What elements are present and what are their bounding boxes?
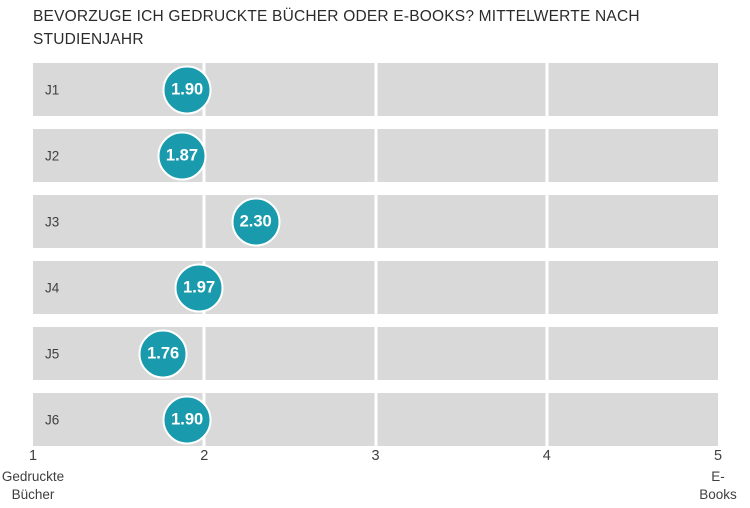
gridline [374,327,377,380]
gridline [545,393,549,446]
gridline [374,129,377,182]
gridline [202,195,206,248]
x-axis-tick-label: 1 [28,448,38,464]
axis-label-right: E-Books [699,469,737,502]
data-point-marker: 1.97 [174,263,224,312]
gridline [374,63,377,116]
chart-title-line2: STUDIENJAHR [33,31,144,48]
category-label: J3 [45,214,60,229]
chart-row-j2: J2 1.87 [33,129,718,182]
chart-row-j4: J4 1.97 [33,261,718,314]
data-point-marker: 1.87 [157,131,207,180]
gridline [545,195,549,248]
x-axis-tick-label: 5 [713,448,723,464]
x-axis: 1 2 3 4 5 [29,448,722,466]
gridline [374,195,377,248]
data-point-marker: 2.30 [231,197,281,246]
gridline [545,327,549,380]
data-point-marker: 1.76 [138,329,188,378]
axis-label-left-line2: Bücher [11,487,55,502]
chart-title-line1: BEVORZUGE ICH GEDRUCKTE BÜCHER ODER E-BO… [33,8,640,25]
gridline [545,261,549,314]
chart-row-j6: J6 1.90 [33,393,718,446]
gridline [374,261,377,314]
gridline [545,129,549,182]
x-axis-tick-label: 4 [542,448,551,464]
axis-label-left-line1: Gedruckte [1,469,65,484]
data-point-marker: 1.90 [162,65,212,114]
gridline [374,393,377,446]
plot-area: J1 1.90 J2 1.87 J3 2.30 J4 1.97 J5 1.76 J6 1.90 [33,63,718,459]
gridline [545,63,549,116]
category-label: J2 [45,148,60,163]
chart-title: BEVORZUGE ICH GEDRUCKTE BÜCHER ODER E-BO… [33,5,640,51]
chart-row-j1: J1 1.90 [33,63,718,116]
category-label: J4 [45,280,60,295]
chart-row-j3: J3 2.30 [33,195,718,248]
category-label: J6 [45,412,60,427]
gridline [202,327,206,380]
chart-row-j5: J5 1.76 [33,327,718,380]
category-label: J5 [45,346,60,361]
data-point-marker: 1.90 [162,395,212,444]
category-label: J1 [45,82,60,97]
axis-label-left: Gedruckte Bücher [2,468,64,504]
x-axis-tick-label: 2 [200,448,209,464]
x-axis-tick-label: 3 [371,448,380,464]
